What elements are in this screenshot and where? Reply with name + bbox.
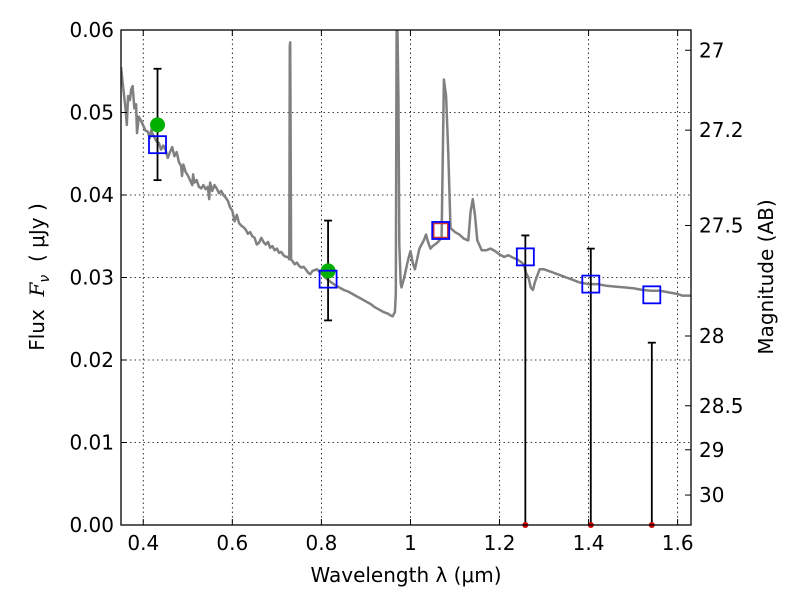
model-flux-square	[642, 285, 662, 305]
y-tick-label: 0.00	[69, 513, 114, 537]
y2-tick-label: 27	[699, 38, 724, 62]
x-tick-label: 0.8	[305, 531, 337, 555]
y-tick-label: 0.06	[69, 18, 114, 42]
x-tick-label: 1.4	[573, 531, 605, 555]
y2-tick-label: 30	[699, 483, 724, 507]
y-tick-label: 0.05	[69, 101, 114, 125]
model-flux-square	[148, 135, 167, 155]
sed-model-line	[121, 30, 691, 318]
y-tick-label: 0.04	[69, 183, 114, 207]
y2-tick-label: 27.5	[699, 213, 744, 237]
secondary-y-axis-label: Magnitude (AB)	[754, 199, 778, 354]
model-flux-square	[318, 269, 338, 289]
model-flux-square	[431, 221, 451, 240]
y2-tick-label: 28.5	[699, 394, 744, 418]
y-tick-label: 0.02	[69, 348, 114, 372]
x-tick-label: 1.2	[484, 531, 516, 555]
grid	[121, 29, 691, 526]
x-tick-label: 0.4	[127, 531, 159, 555]
y2-tick-label: 27.2	[699, 118, 744, 142]
observed-flux-point	[150, 117, 166, 133]
ticks: 0.4 0.6 0.8 1 1.2 1.4 1.6 0.00 0.01 0.02 0.03 0.04 0…	[69, 18, 743, 555]
model-flux-square	[581, 274, 601, 294]
y2-tick-label: 29	[699, 438, 724, 462]
y-axis-label-suffix: ( μJy )	[25, 203, 49, 275]
y-axis-label-prefix: Flux	[25, 296, 49, 350]
y-axis-label-subscript: ν	[37, 275, 53, 283]
errorbars	[148, 67, 662, 528]
y-tick-label: 0.03	[69, 266, 114, 290]
y2-tick-label: 28	[699, 324, 724, 348]
x-tick-label: 1.6	[662, 531, 694, 555]
y-axis-label: Flux Fν ( μJy )	[25, 203, 53, 351]
x-tick-label: 1	[404, 531, 417, 555]
model-flux-square	[515, 247, 535, 267]
data-layer	[121, 30, 691, 318]
x-axis-label: Wavelength λ (μm)	[310, 563, 501, 587]
model-flux-square-alt	[432, 222, 449, 239]
x-tick-label: 0.6	[216, 531, 248, 555]
y-tick-label: 0.01	[69, 431, 114, 455]
y-axis-label-symbol: F	[25, 281, 49, 297]
